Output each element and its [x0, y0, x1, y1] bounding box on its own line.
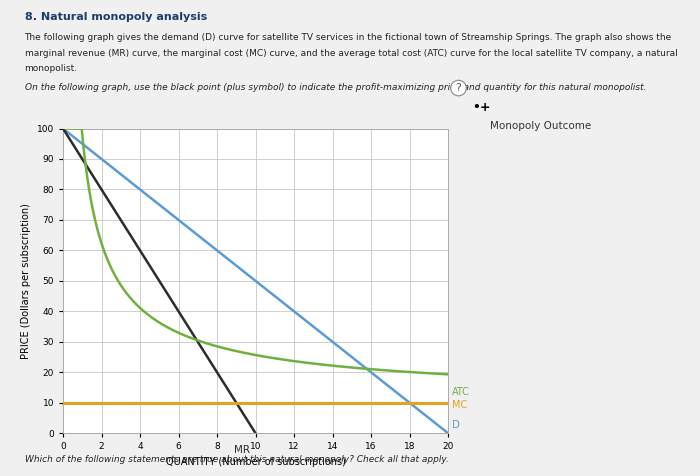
Text: ATC: ATC [452, 387, 470, 397]
Text: Monopoly Outcome: Monopoly Outcome [490, 121, 592, 131]
Text: MC: MC [452, 400, 467, 410]
Text: monopolist.: monopolist. [25, 64, 78, 73]
Text: ?: ? [456, 83, 461, 93]
Text: MR: MR [234, 446, 250, 456]
Y-axis label: PRICE (Dollars per subscription): PRICE (Dollars per subscription) [21, 203, 32, 359]
Text: Which of the following statements are true about this natural monopoly? Check al: Which of the following statements are tr… [25, 455, 449, 464]
Text: marginal revenue (MR) curve, the marginal cost (MC) curve, and the average total: marginal revenue (MR) curve, the margina… [25, 49, 678, 58]
Text: •+: •+ [473, 100, 491, 114]
Text: 8. Natural monopoly analysis: 8. Natural monopoly analysis [25, 12, 206, 22]
Text: On the following graph, use the black point (plus symbol) to indicate the profit: On the following graph, use the black po… [25, 83, 646, 92]
X-axis label: QUANTITY (Number of subscriptions): QUANTITY (Number of subscriptions) [166, 457, 345, 467]
Text: The following graph gives the demand (D) curve for satellite TV services in the : The following graph gives the demand (D)… [25, 33, 672, 42]
Text: D: D [452, 420, 460, 430]
